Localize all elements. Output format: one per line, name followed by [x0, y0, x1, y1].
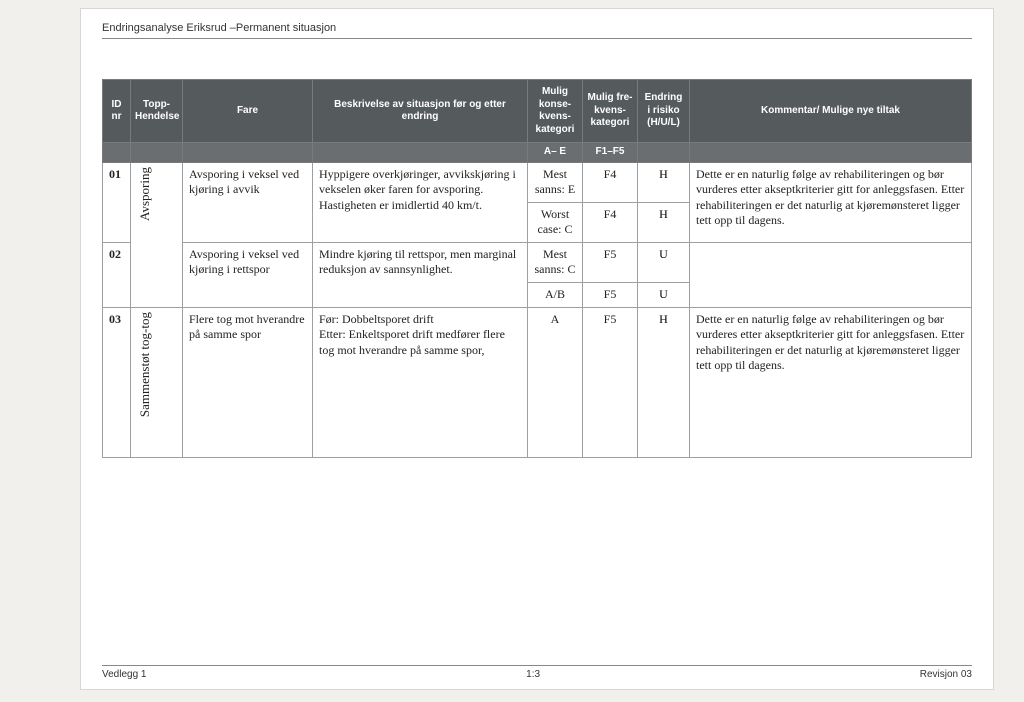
page-footer: Vedlegg 1 1:3 Revisjon 03: [102, 665, 972, 680]
cell-id: 03: [103, 307, 131, 457]
col-topp: Topp-Hendelse: [131, 80, 183, 143]
table-row: 03 Sammenstøt tog-tog Flere tog mot hver…: [103, 307, 972, 457]
subhead-blank1: [103, 143, 131, 163]
col-kons: Mulig konse-kvens-kategori: [528, 80, 583, 143]
cell-fare: Avsporing i veksel ved kjøring i rettspo…: [183, 242, 313, 307]
footer-revision: Revisjon 03: [920, 669, 972, 680]
cell-topp-avsporing: Avsporing: [131, 162, 183, 307]
col-id: ID nr: [103, 80, 131, 143]
risk-table: ID nr Topp-Hendelse Fare Beskrivelse av …: [102, 79, 972, 458]
col-komm: Kommentar/ Mulige nye tiltak: [690, 80, 972, 143]
cell-frek: F4: [583, 162, 638, 202]
col-frek: Mulig fre-kvens-kategori: [583, 80, 638, 143]
col-besk: Beskrivelse av situasjon før og etter en…: [313, 80, 528, 143]
cell-risk: H: [638, 307, 690, 457]
subhead-frek: F1–F5: [583, 143, 638, 163]
subhead-kons: A– E: [528, 143, 583, 163]
cell-komm-empty: [690, 242, 972, 307]
cell-risk: U: [638, 283, 690, 308]
cell-kons: Mest sanns: C: [528, 242, 583, 282]
table-row: 02 Avsporing i veksel ved kjøring i rett…: [103, 242, 972, 282]
cell-besk: Hyppigere overkjøringer, avvikskjøring i…: [313, 162, 528, 242]
cell-frek: F5: [583, 242, 638, 282]
cell-fare: Flere tog mot hverandre på samme spor: [183, 307, 313, 457]
cell-kons: A/B: [528, 283, 583, 308]
footer-page: 1:3: [526, 669, 540, 680]
cell-risk: H: [638, 202, 690, 242]
vertical-label: Sammenstøt tog-tog: [137, 312, 154, 417]
cell-frek: F4: [583, 202, 638, 242]
cell-kons: Mest sanns: E: [528, 162, 583, 202]
cell-id: 02: [103, 242, 131, 307]
cell-komm: Dette er en naturlig følge av rehabilite…: [690, 162, 972, 242]
cell-kons: A: [528, 307, 583, 457]
cell-frek: F5: [583, 307, 638, 457]
cell-fare: Avsporing i veksel ved kjøring i avvik: [183, 162, 313, 242]
cell-risk: H: [638, 162, 690, 202]
subhead-blank6: [690, 143, 972, 163]
cell-besk: Mindre kjøring til rettspor, men margina…: [313, 242, 528, 307]
subhead-blank2: [131, 143, 183, 163]
cell-topp-sammenstot: Sammenstøt tog-tog: [131, 307, 183, 457]
cell-risk: U: [638, 242, 690, 282]
col-risk: Endring i risiko (H/U/L): [638, 80, 690, 143]
vertical-label: Avsporing: [137, 167, 154, 221]
cell-kons: Worst case: C: [528, 202, 583, 242]
cell-frek: F5: [583, 283, 638, 308]
cell-id: 01: [103, 162, 131, 242]
table-row: 01 Avsporing Avsporing i veksel ved kjør…: [103, 162, 972, 202]
cell-komm: Dette er en naturlig følge av rehabilite…: [690, 307, 972, 457]
col-fare: Fare: [183, 80, 313, 143]
cell-besk: Før: Dobbeltsporet drift Etter: Enkeltsp…: [313, 307, 528, 457]
document-title: Endringsanalyse Eriksrud –Permanent situ…: [102, 22, 972, 39]
subhead-blank4: [313, 143, 528, 163]
subhead-blank5: [638, 143, 690, 163]
page: Endringsanalyse Eriksrud –Permanent situ…: [80, 8, 994, 690]
subhead-blank3: [183, 143, 313, 163]
footer-attachment: Vedlegg 1: [102, 669, 147, 680]
